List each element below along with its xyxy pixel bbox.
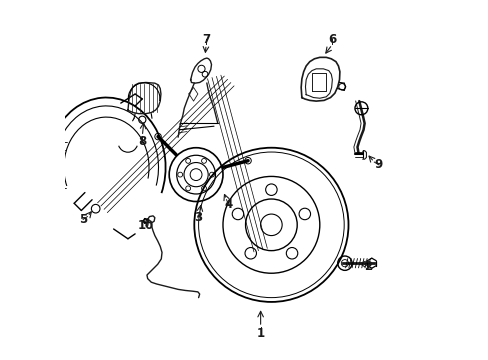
Text: 6: 6 <box>327 33 336 46</box>
Text: 5: 5 <box>79 213 87 226</box>
Text: 7: 7 <box>202 33 210 46</box>
Text: 3: 3 <box>193 211 202 224</box>
Text: 4: 4 <box>224 198 232 211</box>
Text: 2: 2 <box>364 260 371 273</box>
Text: 8: 8 <box>138 135 146 148</box>
Text: 10: 10 <box>138 219 154 233</box>
Text: 1: 1 <box>256 327 264 340</box>
Text: 9: 9 <box>374 158 382 171</box>
